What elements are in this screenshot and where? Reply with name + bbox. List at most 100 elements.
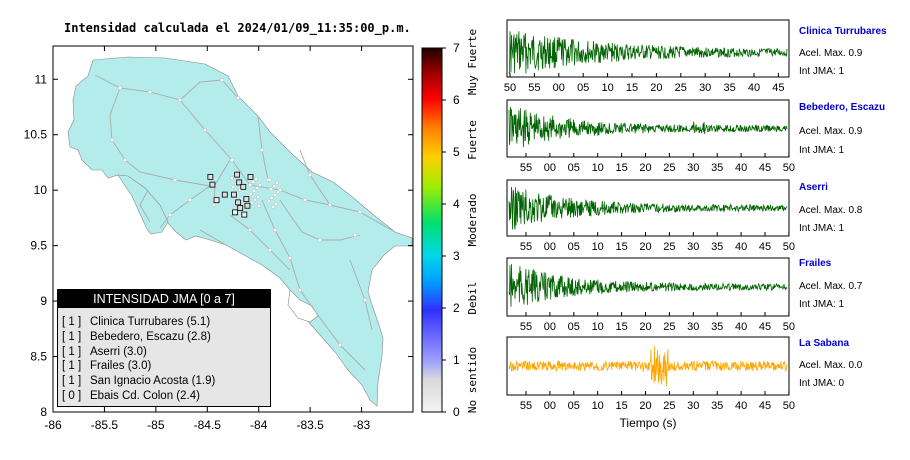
- time-tick-label: 25: [663, 162, 675, 174]
- time-tick-label: 35: [723, 82, 735, 94]
- road: [229, 214, 291, 271]
- legend-row: [ 1 ] Bebedero, Escazu (2.8): [58, 330, 270, 345]
- legend-row: [ 1 ] San Ignacio Acosta (1.9): [58, 374, 270, 389]
- town-marker: [272, 184, 276, 188]
- town-marker: [187, 197, 193, 203]
- town-marker: [253, 198, 257, 202]
- time-tick-label: 50: [783, 400, 795, 412]
- colorbar-label: Debil: [466, 281, 479, 314]
- town-marker: [250, 201, 254, 205]
- town-marker: [254, 177, 258, 181]
- road: [159, 185, 211, 229]
- legend-row: [ 1 ] Aserri (3.0): [58, 345, 270, 360]
- station-name: Frailes: [799, 258, 832, 269]
- station-marker: [221, 191, 228, 198]
- time-tick-label: 10: [592, 162, 604, 174]
- station-name: Aserri: [799, 182, 828, 193]
- time-axis-label: Tiempo (s): [620, 416, 677, 430]
- map-y-tick-label: 9.5: [30, 239, 47, 253]
- station-accel: Acel. Max. 0.0: [799, 360, 863, 371]
- time-tick-label: 55: [520, 400, 532, 412]
- town-marker: [302, 197, 308, 203]
- time-tick-label: 45: [772, 82, 784, 94]
- map-x-tick-label: -83: [353, 418, 371, 432]
- station-name: Clinica Turrubares: [799, 26, 887, 37]
- map-x-tick-label: -84: [250, 418, 268, 432]
- map-y-tick-label: 9: [40, 294, 47, 308]
- station-markers: [207, 171, 254, 218]
- seismogram-panel: 55 00 05 10 15 20 25 30 35 40 45 50: [506, 179, 795, 253]
- nicoya-peninsula: [117, 174, 169, 235]
- station-accel: Acel. Max. 0.7: [799, 281, 863, 292]
- station-name: Bebedero, Escazu: [799, 102, 886, 113]
- town-marker: [251, 180, 255, 184]
- town-marker: [276, 190, 280, 194]
- road: [249, 184, 396, 233]
- colorbar-label: Muy Fuerte: [466, 29, 479, 95]
- town-marker: [167, 212, 173, 218]
- station-marker: [207, 173, 214, 180]
- map-y-tick-label: 8.5: [30, 350, 47, 364]
- time-tick-label: 35: [711, 162, 723, 174]
- colorbar-tick-label: 6: [453, 93, 460, 107]
- town-marker: [270, 196, 274, 200]
- town-marker: [177, 97, 183, 103]
- map-x-tick-label: -83.5: [296, 418, 324, 432]
- legend-label: Frailes (3.0): [90, 360, 152, 373]
- time-tick-label: 20: [639, 241, 651, 253]
- time-tick-label: 10: [592, 321, 604, 333]
- station-accel: Acel. Max. 0.9: [799, 126, 863, 137]
- town-marker: [272, 227, 278, 233]
- colorbar-ticks: 0 1 2 3 4 5 6 7: [442, 41, 460, 419]
- time-tick-label: 45: [759, 162, 771, 174]
- map-y-ticks: 11 10.5 10 9.5 9 8.5 8: [24, 72, 413, 419]
- time-tick-label: 30: [687, 241, 699, 253]
- colorbar-tick-label: 7: [453, 41, 460, 55]
- time-tick-label: 05: [568, 241, 580, 253]
- town-marker: [230, 176, 234, 180]
- map-title: Intensidad calculada el 2024/01/09_11:35…: [64, 21, 411, 35]
- time-tick-label: 10: [592, 241, 604, 253]
- time-tick-label: 20: [639, 400, 651, 412]
- map-x-ticks: -86 -85.5 -85 -84.5 -84 -83.5 -83: [44, 46, 371, 432]
- station-marker: [209, 181, 216, 188]
- legend-label: Ebais Cd. Colon (2.4): [90, 389, 200, 402]
- station-marker: [244, 202, 251, 209]
- town-marker: [267, 199, 271, 203]
- time-tick-label: 25: [675, 82, 687, 94]
- town-marker: [273, 193, 277, 197]
- colorbar-tick-label: 0: [453, 405, 460, 419]
- station-jma: Int JMA: 1: [799, 145, 845, 156]
- seismogram-trace: [508, 106, 788, 148]
- seismogram-panel: 50 55 00 05 10 15 20 25 30 35 40 45: [504, 19, 790, 94]
- time-tick-label: 55: [528, 82, 540, 94]
- town-marker: [297, 287, 303, 293]
- legend-label: Aserri (3.0): [90, 345, 147, 358]
- seismogram-panel: 55 00 05 10 15 20 25 30 35 40 45 50: [506, 336, 795, 412]
- legend-row: [ 1 ] Clinica Turrubares (5.1): [58, 315, 270, 330]
- map-y-tick-label: 10: [34, 183, 48, 197]
- time-tick-label: 05: [568, 162, 580, 174]
- station-marker: [236, 179, 243, 186]
- legend-label: Clinica Turrubares (5.1): [90, 316, 211, 328]
- town-marker: [255, 186, 259, 190]
- time-tick-label: 00: [544, 321, 556, 333]
- town-marker: [327, 202, 333, 208]
- time-tick-label: 05: [577, 82, 589, 94]
- seismogram-panel: 55 00 05 10 15 20 25 30 35 40 45 50: [506, 99, 795, 174]
- time-tick-label: 10: [601, 82, 613, 94]
- intensity-legend: INTENSIDAD JMA [0 a 7] [ 1 ] Clinica Turr…: [57, 289, 271, 407]
- town-marker: [287, 255, 293, 261]
- station-marker: [232, 209, 238, 216]
- time-tick-label: 25: [663, 241, 675, 253]
- town-marker: [235, 95, 241, 101]
- town-marker: [362, 297, 368, 303]
- time-tick-label: 40: [735, 400, 747, 412]
- legend-label: San Ignacio Acosta (1.9): [90, 375, 216, 388]
- time-tick-label: 40: [735, 162, 747, 174]
- town-marker: [259, 147, 265, 153]
- town-marker: [268, 178, 272, 182]
- time-tick-label: 05: [568, 321, 580, 333]
- time-tick-label: 45: [759, 241, 771, 253]
- town-marker: [256, 195, 260, 199]
